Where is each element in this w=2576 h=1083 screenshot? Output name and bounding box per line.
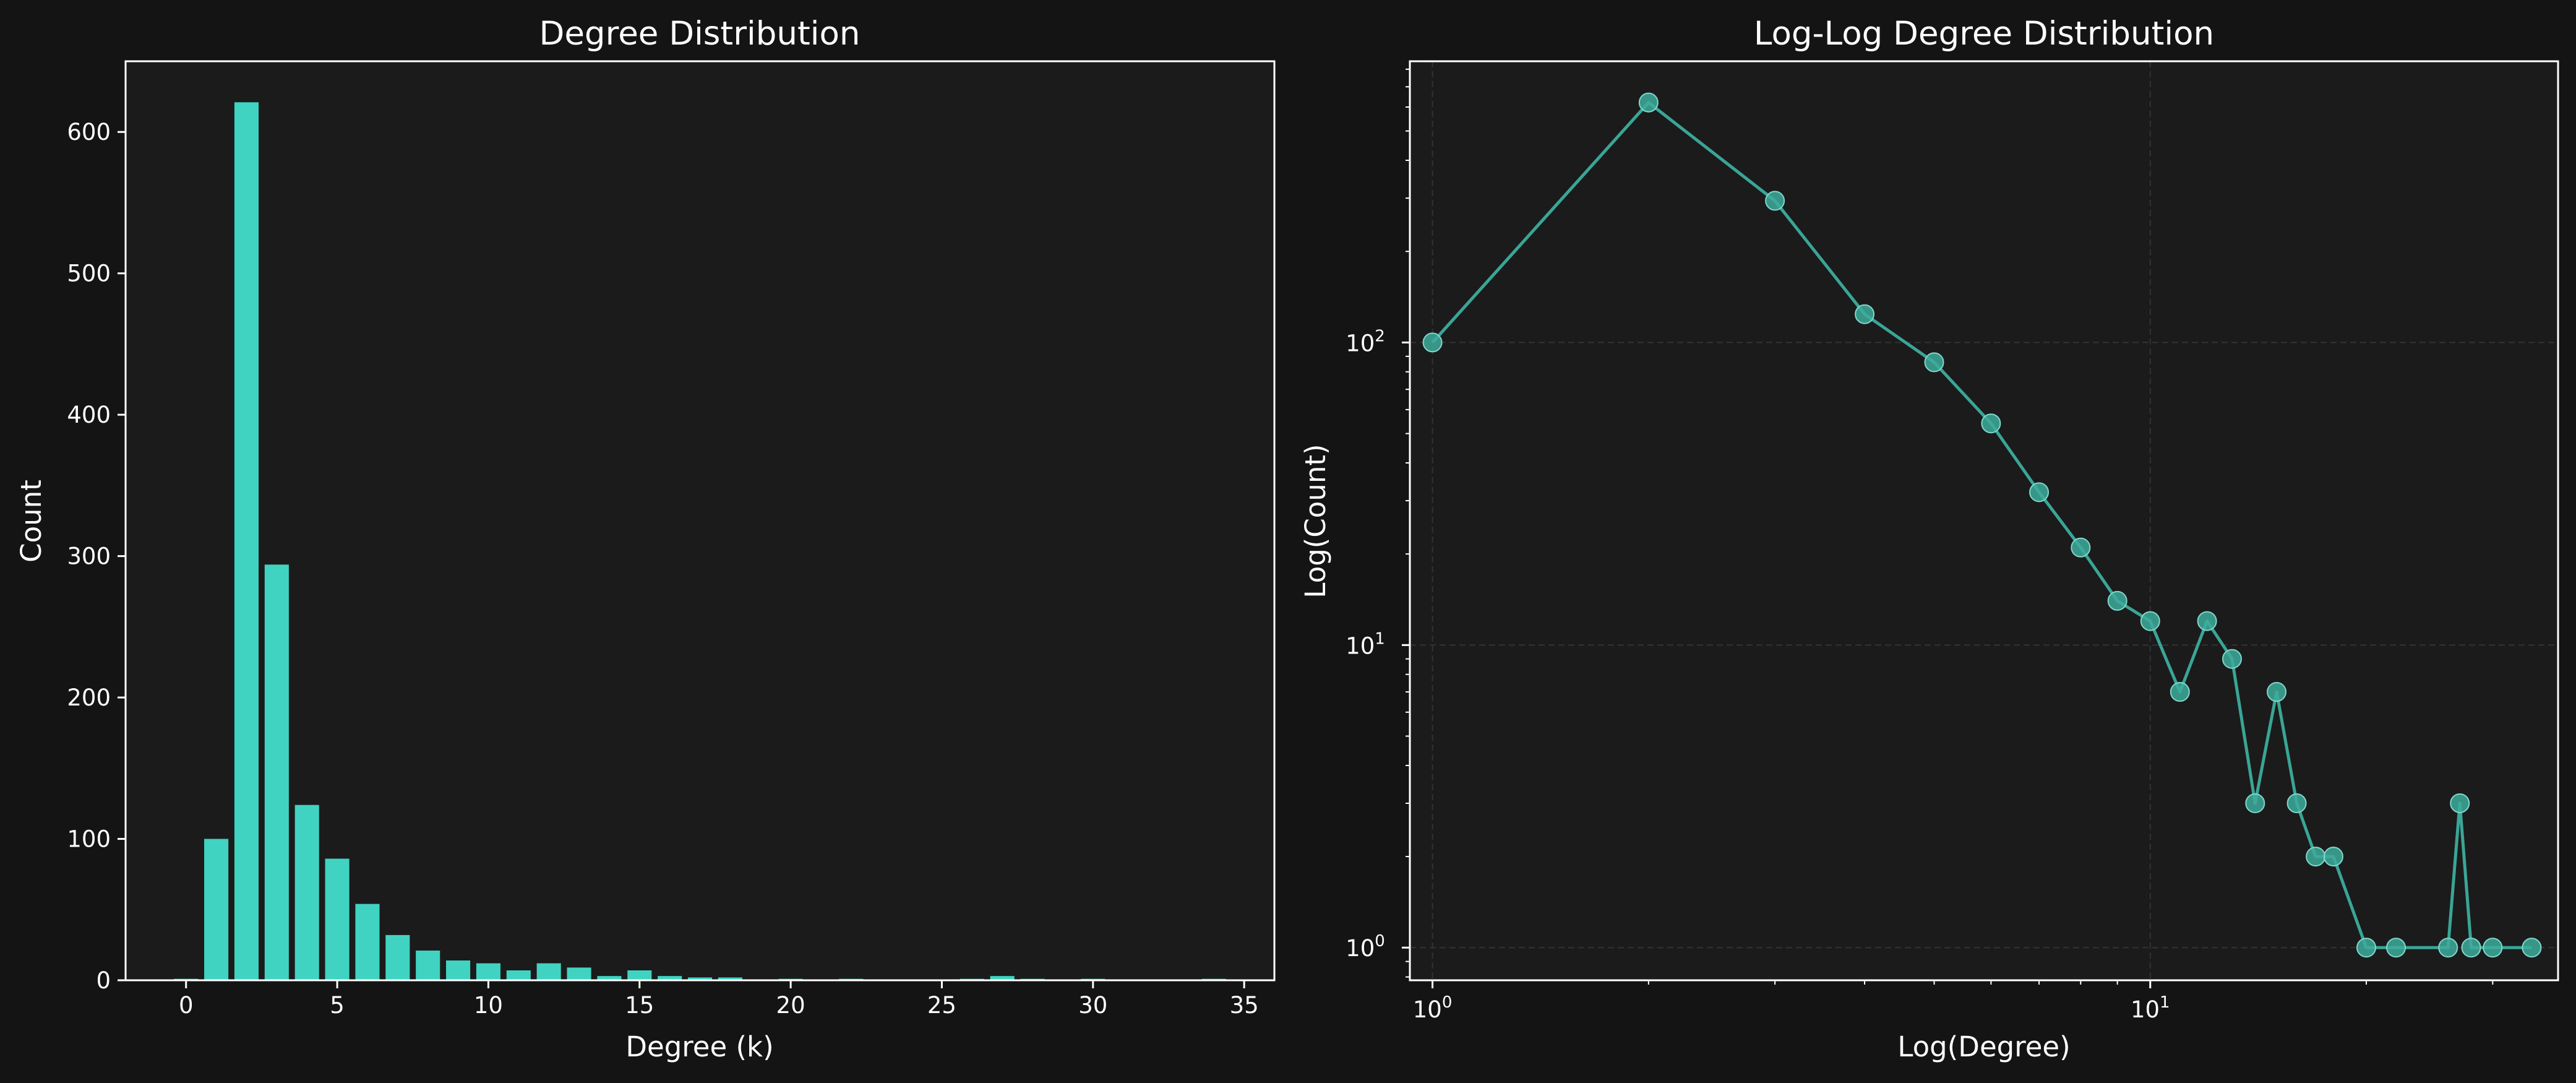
bar-x-tick-label: 5 [330, 992, 345, 1019]
bar-x-tick-label: 25 [927, 992, 956, 1019]
bar-x-tick-label: 30 [1078, 992, 1107, 1019]
degree-distribution-chart: 0 5 10 15 20 25 30 35 0 100 200 300 400 500 600 Degre… [15, 15, 1276, 1063]
loglog-point-k-12 [2197, 611, 2217, 631]
loglog-point-k-22 [2386, 938, 2406, 958]
loglog-point-k-2 [1638, 92, 1659, 113]
bar-k-4 [294, 805, 319, 980]
loglog-x-ticks: 100 101 [1413, 980, 2494, 1023]
bar-x-tick-label: 10 [474, 992, 503, 1019]
bar-y-tick-label: 200 [67, 684, 111, 711]
bar-k-18 [718, 977, 742, 980]
bar-k-17 [687, 977, 713, 980]
loglog-point-k-10 [2140, 611, 2160, 631]
bar-k-5 [325, 858, 350, 980]
bar-k-6 [355, 904, 380, 980]
bar-k-7 [385, 934, 410, 980]
bar-y-tick-label: 600 [67, 119, 111, 145]
loglog-point-k-3 [1765, 191, 1785, 211]
loglog-point-k-9 [2107, 590, 2127, 611]
bar-k-15 [627, 970, 652, 980]
bar-k-12 [536, 963, 561, 980]
loglog-chart-title: Log-Log Degree Distribution [1754, 15, 2214, 53]
loglog-y-tick-label: 100 [1346, 932, 1385, 962]
bar-y-axis-label: Count [15, 480, 48, 563]
loglog-grid [1410, 61, 2558, 980]
loglog-y-ticks: 100 101 102 [1346, 68, 1410, 978]
loglog-point-k-5 [1924, 352, 1944, 373]
loglog-y-tick-label: 101 [1346, 629, 1385, 659]
bar-x-tick-label: 15 [625, 992, 654, 1019]
loglog-point-k-6 [1981, 413, 2001, 434]
loglog-point-k-11 [2170, 682, 2190, 702]
loglog-point-k-28 [2461, 938, 2481, 958]
bar-k-27 [990, 976, 1015, 980]
loglog-point-k-7 [2029, 482, 2050, 503]
loglog-point-k-16 [2286, 793, 2307, 813]
loglog-point-k-20 [2356, 938, 2377, 958]
bar-x-axis-label: Degree (k) [625, 1030, 773, 1063]
loglog-point-k-34 [2522, 938, 2542, 958]
bar-y-tick-label: 0 [96, 967, 111, 994]
bar-x-tick-label: 35 [1230, 992, 1259, 1019]
bar-y-tick-label: 300 [67, 543, 111, 570]
loglog-point-k-27 [2450, 793, 2470, 813]
bar-plot-frame [124, 60, 1276, 982]
bar-y-ticks: 0 100 200 300 400 500 600 [67, 119, 126, 994]
bar-k-8 [416, 951, 440, 980]
loglog-x-axis-label: Log(Degree) [1897, 1030, 2070, 1063]
bar-k-9 [446, 960, 471, 980]
bar-y-tick-label: 500 [67, 261, 111, 287]
loglog-point-k-15 [2267, 682, 2287, 702]
loglog-point-k-8 [2071, 537, 2091, 558]
loglog-y-axis-label: Log(Count) [1299, 444, 1332, 598]
bar-x-ticks: 0 5 10 15 20 25 30 35 [179, 980, 1259, 1019]
bar-y-tick-label: 400 [67, 402, 111, 428]
bar-x-tick-label: 0 [179, 992, 194, 1019]
log-log-degree-distribution-chart: 100 101 100 101 102 Log-Log Degree Distribu… [1299, 15, 2559, 1063]
bar-k-10 [476, 963, 500, 980]
bar-y-tick-label: 100 [67, 826, 111, 853]
loglog-plot-area [1410, 61, 2558, 980]
bar-k-11 [506, 970, 531, 980]
loglog-point-k-14 [2245, 793, 2265, 813]
bar-k-2 [234, 102, 259, 980]
bar-series [174, 102, 1226, 980]
loglog-point-k-30 [2483, 938, 2503, 958]
loglog-point-k-17 [2306, 847, 2326, 867]
bar-k-13 [567, 967, 591, 980]
loglog-point-k-4 [1855, 304, 1875, 324]
loglog-series-markers [1422, 92, 2542, 958]
loglog-x-tick-label: 100 [1413, 993, 1453, 1023]
bar-k-3 [264, 564, 289, 980]
loglog-point-k-1 [1422, 332, 1443, 353]
bar-k-16 [658, 976, 682, 980]
loglog-y-tick-label: 102 [1346, 327, 1385, 356]
loglog-x-tick-label: 101 [2131, 993, 2170, 1023]
loglog-point-k-26 [2438, 938, 2458, 958]
bar-chart-title: Degree Distribution [539, 15, 861, 53]
bar-k-14 [597, 976, 622, 980]
loglog-point-k-18 [2323, 847, 2343, 867]
loglog-point-k-13 [2222, 649, 2242, 669]
loglog-plot-frame [1409, 60, 2559, 982]
bar-k-1 [204, 839, 229, 980]
bar-x-tick-label: 20 [776, 992, 805, 1019]
